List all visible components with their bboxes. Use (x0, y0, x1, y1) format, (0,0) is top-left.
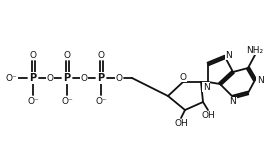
Text: NH₂: NH₂ (246, 46, 263, 55)
Text: OH: OH (201, 112, 215, 120)
Text: P: P (29, 73, 37, 83)
Text: N: N (203, 82, 209, 91)
Text: N: N (226, 51, 232, 60)
Text: O: O (115, 74, 123, 82)
Text: P: P (97, 73, 104, 83)
Text: P: P (64, 73, 71, 83)
Text: O: O (29, 51, 36, 60)
Text: O⁻: O⁻ (5, 74, 17, 82)
Text: O⁻: O⁻ (61, 96, 73, 105)
Text: N: N (230, 98, 236, 106)
Text: O⁻: O⁻ (27, 96, 39, 105)
Text: O⁻: O⁻ (95, 96, 107, 105)
Text: O: O (97, 51, 104, 60)
Text: O: O (179, 72, 186, 81)
Text: O: O (64, 51, 71, 60)
Text: O: O (81, 74, 87, 82)
Text: O: O (46, 74, 53, 82)
Text: N: N (257, 76, 263, 85)
Text: OH: OH (174, 119, 188, 128)
